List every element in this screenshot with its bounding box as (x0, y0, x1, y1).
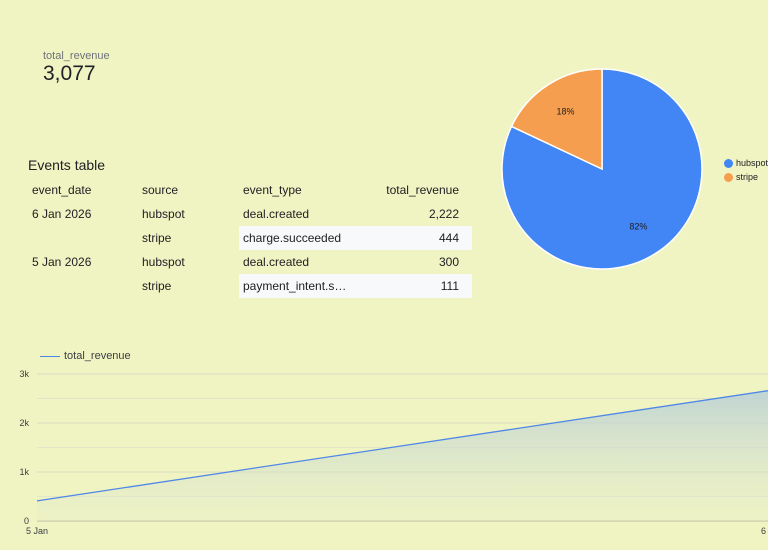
legend-label: total_revenue (64, 350, 131, 362)
legend-dot (724, 158, 733, 168)
y-tick-label: 3k (19, 369, 29, 379)
table-header-row: event_date source event_type total_reven… (28, 178, 472, 202)
cell-total-revenue: 2,222 (428, 207, 459, 221)
table-row: 6 Jan 2026 hubspot deal.created 2,222 (28, 202, 472, 226)
cell-event-date: 6 Jan 2026 (32, 207, 92, 221)
scorecard-value: 3,077 (43, 62, 96, 85)
table-row: stripe payment_intent.s… 111 (28, 274, 472, 298)
pie-slice-label: 82% (629, 221, 647, 231)
scorecard-label: total_revenue (43, 50, 110, 62)
cell-total-revenue: 111 (357, 274, 472, 298)
cell-total-revenue: 300 (438, 255, 459, 269)
y-tick-label: 0 (24, 516, 29, 526)
legend-line-swatch (40, 355, 60, 357)
legend-item-stripe[interactable]: stripe (724, 170, 768, 184)
column-header-event-date[interactable]: event_date (32, 183, 92, 197)
legend-item-hubspot[interactable]: hubspot (724, 156, 768, 170)
cell-source: hubspot (142, 207, 185, 221)
x-tick-label: 6 (761, 526, 766, 536)
cell-source: hubspot (142, 255, 185, 269)
x-tick-label: 5 Jan (26, 526, 48, 536)
cell-event-date: 5 Jan 2026 (32, 255, 92, 269)
pie-slice-stripe[interactable] (510, 68, 603, 171)
events-table: event_date source event_type total_reven… (28, 178, 472, 298)
legend-label: hubspot (736, 158, 768, 168)
column-header-source[interactable]: source (142, 183, 179, 197)
pie-slice-label: 18% (557, 107, 575, 117)
y-tick-label: 2k (19, 418, 29, 428)
cell-source: stripe (142, 279, 172, 293)
table-row: 5 Jan 2026 hubspot deal.created 300 (28, 250, 472, 274)
cell-total-revenue: 444 (357, 226, 472, 250)
area-chart-legend[interactable]: total_revenue (40, 350, 131, 362)
cell-source: stripe (142, 231, 172, 245)
series-line-total-revenue[interactable] (36, 390, 768, 502)
pie-chart: 82% 18% (501, 68, 703, 270)
table-row: stripe charge.succeeded 444 (28, 226, 472, 250)
table-title: Events table (28, 157, 106, 173)
legend-label: stripe (736, 172, 759, 182)
area-fill (37, 390, 768, 521)
cell-event-type: payment_intent.s… (239, 274, 357, 298)
column-header-total-revenue[interactable]: total_revenue (386, 183, 459, 197)
pie-legend: hubspot stripe (724, 156, 768, 184)
scorecard-total-revenue: total_revenue 3,077 (43, 50, 110, 86)
y-tick-label: 1k (19, 467, 29, 477)
cell-event-type: charge.succeeded (239, 226, 357, 250)
legend-dot (724, 172, 733, 182)
